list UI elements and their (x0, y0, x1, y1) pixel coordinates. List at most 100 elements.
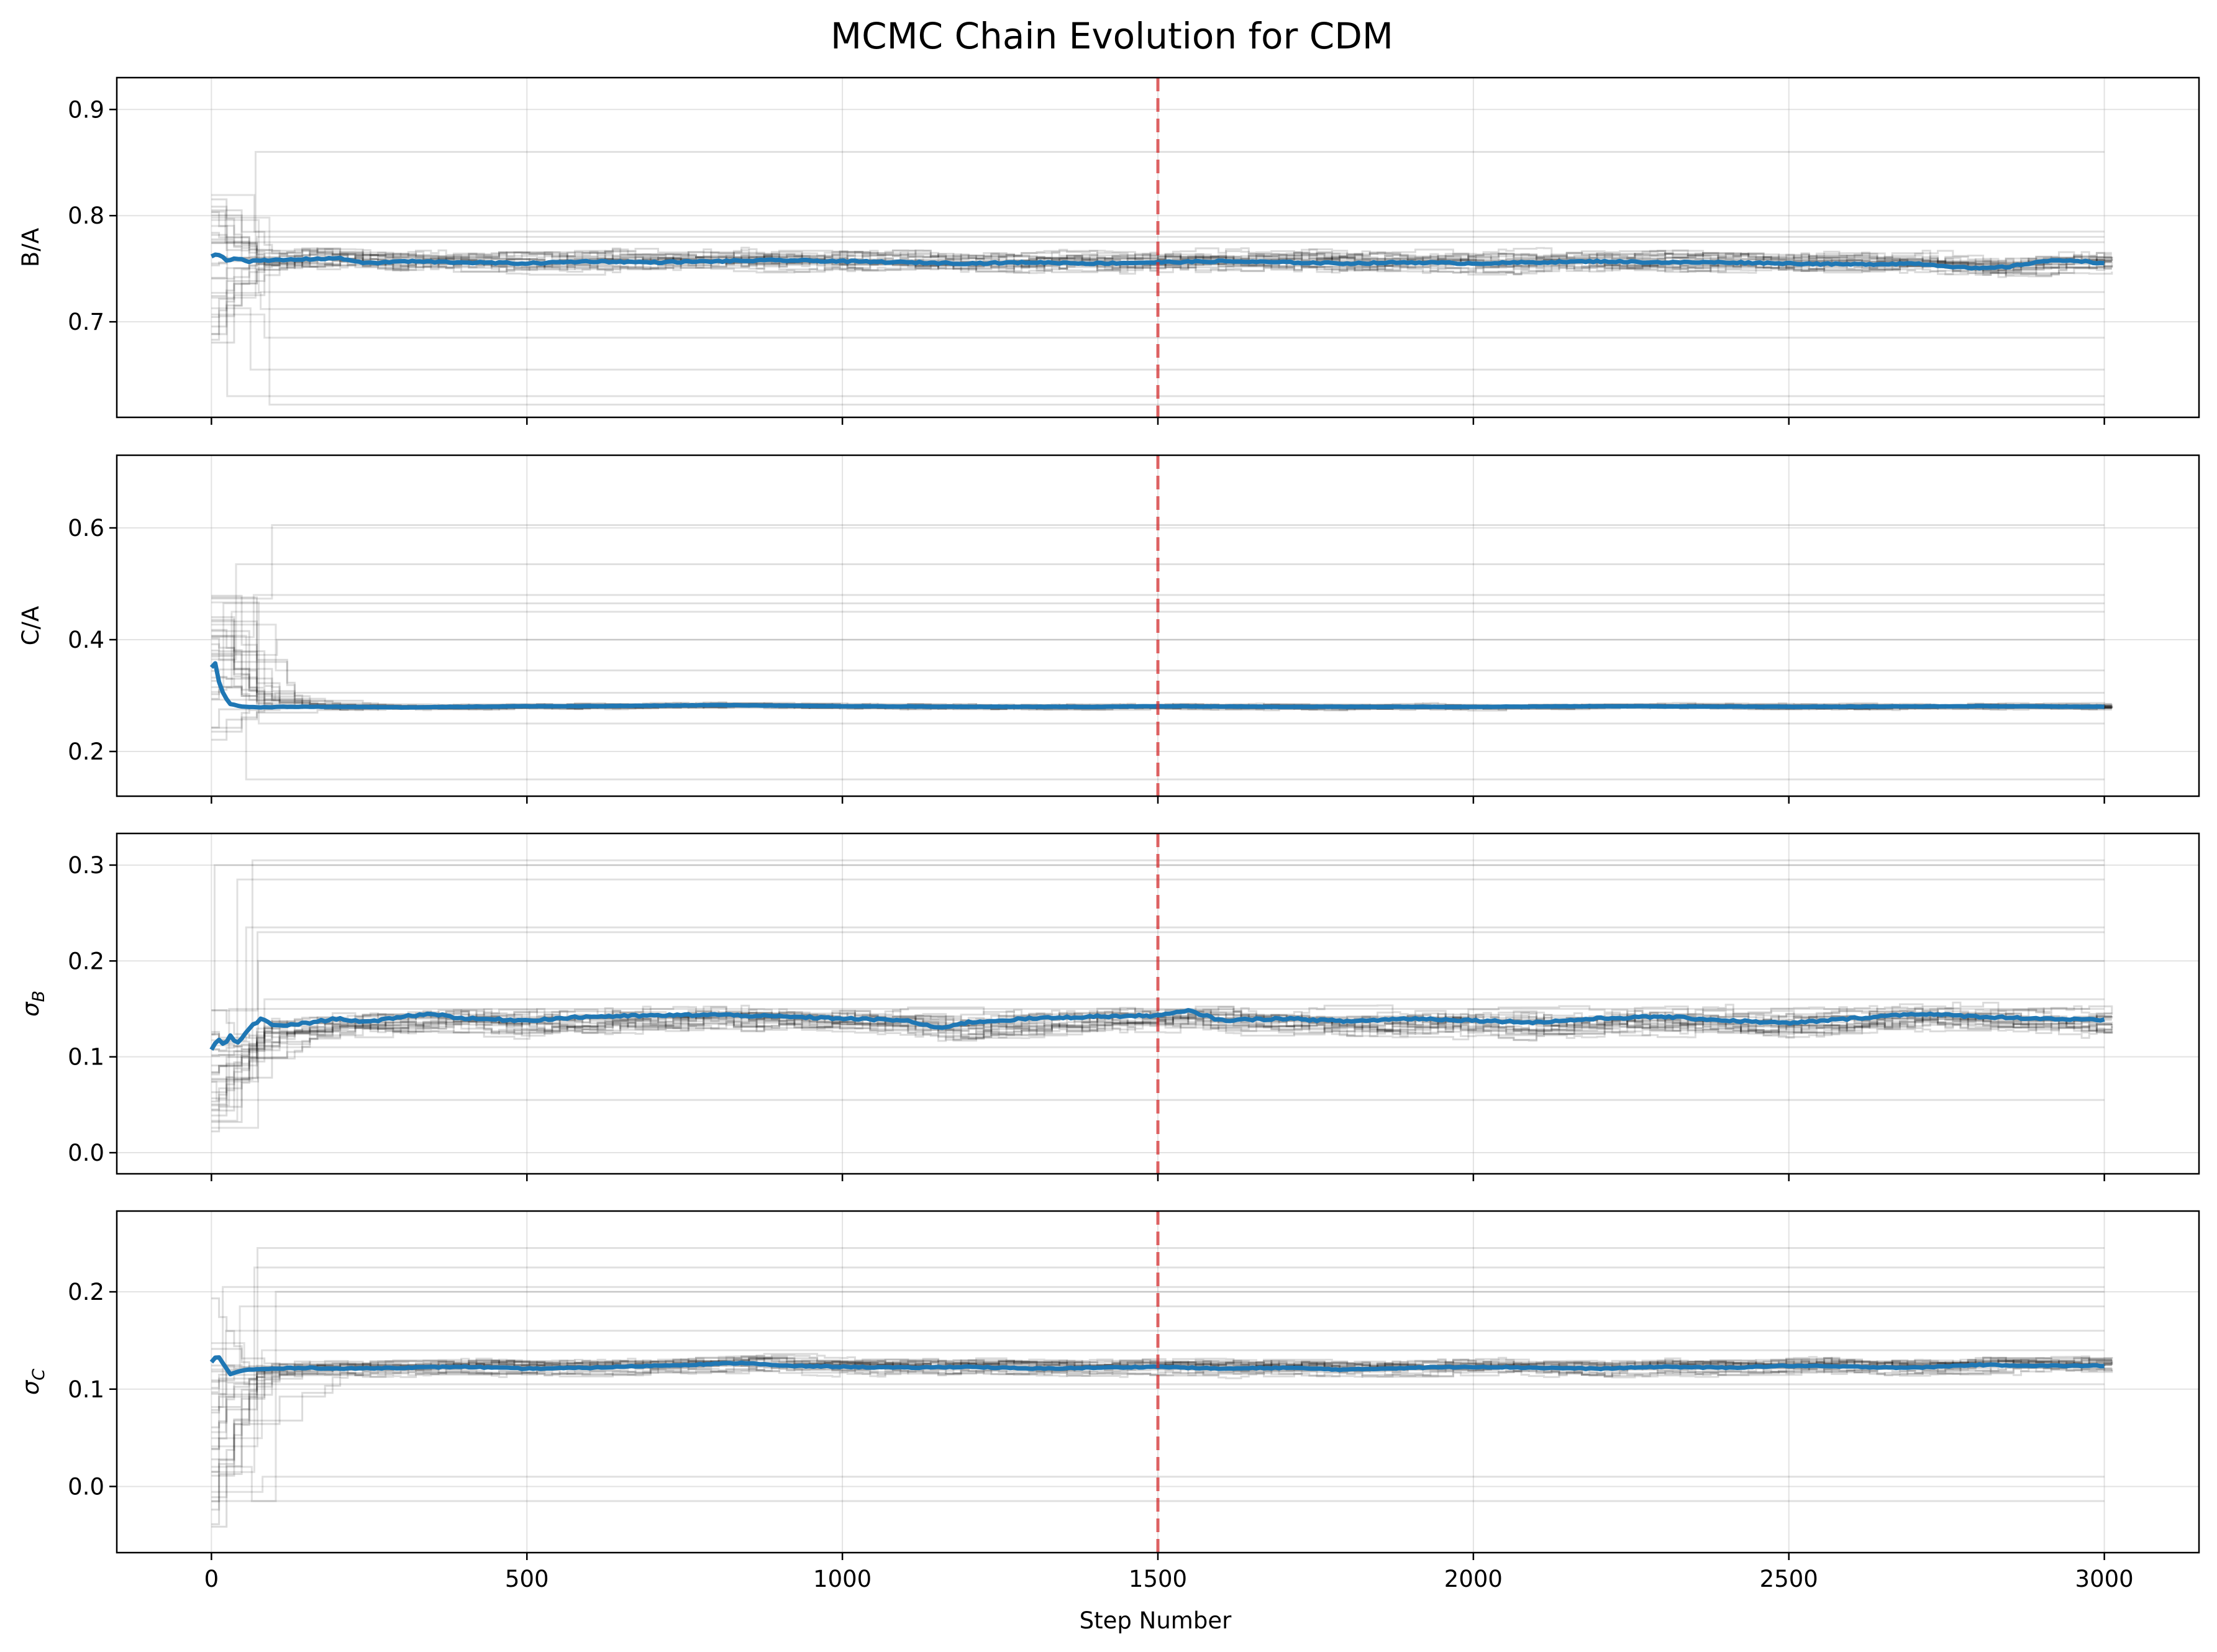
stuck-walker-line (211, 216, 2105, 406)
x-tick-label: 2000 (1444, 1566, 1503, 1592)
walker-line (211, 1357, 2112, 1450)
y-axis-label: C/A (17, 606, 44, 646)
walker-line (211, 616, 2112, 709)
walker-line (211, 1019, 2113, 1056)
stuck-walker-line (211, 624, 2105, 671)
stuck-walker-line (211, 1286, 2105, 1409)
walker-line (211, 635, 2113, 710)
walker-line (211, 240, 2112, 264)
stuck-walker-line (211, 1466, 2105, 1502)
stuck-walker-line (211, 638, 2105, 656)
mean-chain-line (210, 252, 2105, 271)
x-tick-label: 1500 (1129, 1566, 1187, 1592)
stuck-walker-line (211, 235, 2105, 244)
walker-line (211, 620, 2112, 709)
walker-line (211, 1360, 2112, 1473)
stuck-walker-line (211, 602, 2105, 693)
y-tick-label: 0.6 (68, 515, 104, 542)
walker-line (211, 1014, 2112, 1094)
walker-line (211, 1017, 2112, 1048)
y-tick-label: 0.2 (68, 948, 104, 974)
y-tick-label: 0.0 (68, 1140, 104, 1166)
stuck-walker-line (211, 878, 2105, 1122)
walker-line (211, 1012, 2113, 1057)
y-tick-label: 0.8 (68, 202, 104, 229)
y-tick-label: 0.7 (68, 309, 104, 335)
x-tick-label: 1000 (813, 1566, 872, 1592)
stuck-walker-line (211, 601, 2105, 725)
panels: 0.70.80.9B/A0.20.40.6C/A0.00.10.20.3σB0.… (17, 76, 2200, 1592)
walker-line (211, 643, 2113, 709)
stuck-walker-line (211, 524, 2105, 600)
y-tick-label: 0.9 (68, 96, 104, 123)
walker-line (211, 1357, 2113, 1411)
walker-line (211, 238, 2112, 266)
stuck-walker-line (211, 1291, 2105, 1502)
y-tick-label: 0.1 (68, 1044, 104, 1071)
stuck-walker-line (211, 211, 2105, 243)
y-tick-label: 0.3 (68, 852, 104, 879)
walker-line (211, 1354, 2113, 1525)
stuck-walker-line (211, 307, 2105, 371)
stuck-walker-line (211, 1081, 2105, 1101)
walker-line (211, 650, 2113, 711)
mean-chain-line (209, 1008, 2105, 1051)
x-axis-label: Step Number (1080, 1607, 1232, 1634)
stuck-walker-line (211, 313, 2105, 339)
panel-1: 0.7 0.8 0.9 B/A (17, 76, 2200, 425)
walker-line (211, 1355, 2112, 1389)
walker-line (211, 1018, 2113, 1051)
walker-line (211, 1366, 2113, 1477)
y-axis-label: σB (17, 991, 48, 1017)
walker-line (211, 242, 2112, 276)
y-tick-label: 0.0 (68, 1473, 104, 1500)
walker-line (211, 1358, 2112, 1428)
walker-line (211, 1364, 2113, 1395)
walker-line (211, 232, 2112, 264)
walker-line (211, 1005, 2113, 1080)
y-tick-label: 0.2 (68, 738, 104, 765)
walker-line (211, 1019, 2112, 1110)
stuck-walker-line (211, 1342, 2105, 1386)
stuck-walker-line (211, 859, 2105, 1081)
stuck-walker-line (211, 1349, 2105, 1440)
stuck-walker-line (211, 931, 2105, 1012)
walker-line (211, 253, 2113, 278)
stuck-walker-line (211, 1247, 2105, 1448)
plot-area (210, 151, 2113, 406)
panel-4: 0.0 0.1 0.2 σC 0 500 1000 1500 2000 2500 3000 (17, 1210, 2200, 1592)
walker-line (211, 652, 2113, 710)
stuck-walker-line (211, 292, 2105, 311)
plot-area (209, 524, 2113, 781)
stuck-walker-line (211, 1007, 2105, 1107)
walker-line (211, 668, 2113, 709)
x-tick-label: 2500 (1760, 1566, 1818, 1592)
walker-line (211, 619, 2112, 710)
stuck-walker-line (211, 219, 2105, 293)
y-axis-label: B/A (17, 228, 44, 267)
y-tick-label: 0.2 (68, 1279, 104, 1305)
y-tick-label: 0.1 (68, 1376, 104, 1403)
walker-line (211, 1356, 2113, 1383)
walker-line (211, 1015, 2112, 1067)
walker-line (211, 234, 2113, 265)
plot-area (209, 1247, 2113, 1528)
plot-area (209, 859, 2113, 1133)
walker-line (211, 258, 2112, 275)
stuck-walker-line (211, 594, 2105, 638)
walker-line (211, 637, 2112, 712)
walker-line (211, 1353, 2112, 1394)
x-tick-label: 0 (204, 1566, 219, 1592)
stuck-walker-line (211, 225, 2105, 397)
y-axis-label: σC (17, 1369, 48, 1395)
stuck-walker-line (211, 864, 2105, 1036)
walker-line (211, 1015, 2113, 1102)
y-tick-label: 0.4 (68, 627, 104, 653)
panel-3: 0.0 0.1 0.2 0.3 σB (17, 832, 2200, 1181)
walker-line (211, 261, 2113, 341)
stuck-walker-line (211, 692, 2105, 701)
walker-line (211, 1355, 2112, 1461)
panel-2: 0.2 0.4 0.6 C/A (17, 454, 2200, 804)
walker-line (211, 250, 2112, 279)
